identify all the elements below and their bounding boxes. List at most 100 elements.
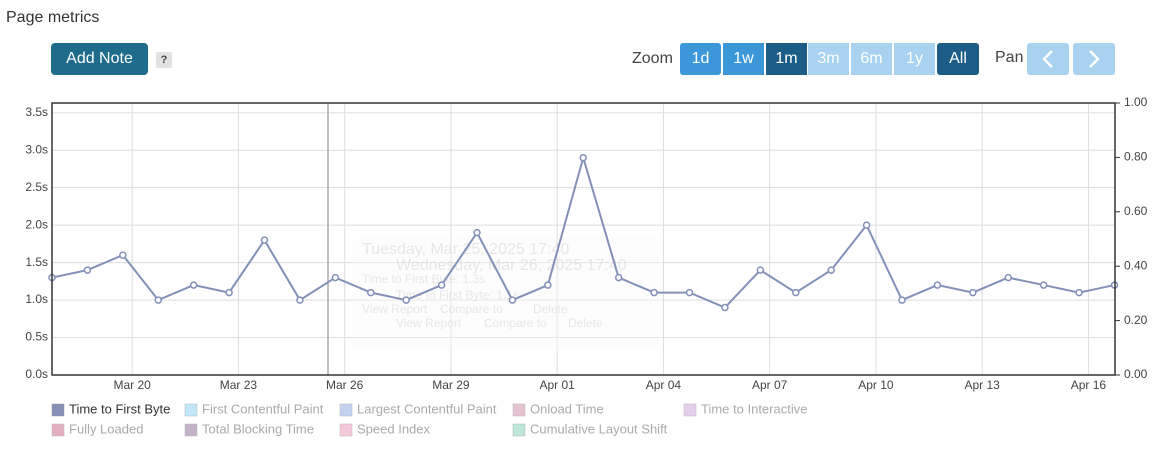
legend-label[interactable]: Fully Loaded xyxy=(69,421,143,436)
data-point xyxy=(473,228,481,237)
y-tick-label: 0.0s xyxy=(25,367,48,381)
legend-label[interactable]: Total Blocking Time xyxy=(202,421,314,436)
plot xyxy=(48,153,1119,312)
x-tick-label: Apr 10 xyxy=(858,378,894,392)
legend-swatch xyxy=(683,403,697,417)
y2-tick-label: 0.00 xyxy=(1124,367,1148,381)
tooltip-metric: Time to First Byte: 1.1s xyxy=(396,288,519,302)
data-point xyxy=(402,296,410,304)
x-tick-label: Apr 04 xyxy=(646,378,682,392)
x-tick-label: Mar 23 xyxy=(220,378,258,392)
data-point xyxy=(650,288,658,297)
x-tick-label: Mar 20 xyxy=(114,378,152,392)
legend-label[interactable]: Largest Contentful Paint xyxy=(357,401,497,416)
legend-label[interactable]: Speed Index xyxy=(357,421,431,436)
y2-tick-label: 0.60 xyxy=(1124,204,1148,218)
zoom-button[interactable] xyxy=(723,43,764,75)
x-tick-label: Mar 29 xyxy=(432,378,470,392)
tooltip-link: Compare to xyxy=(440,302,503,316)
data-point xyxy=(189,281,198,289)
zoom-button-label: All xyxy=(949,50,967,67)
pan-left-icon xyxy=(1042,50,1053,68)
tooltip-link: Delete xyxy=(568,316,603,330)
data-point xyxy=(614,273,623,282)
legend-label[interactable]: Cumulative Layout Shift xyxy=(530,421,668,436)
y-tick-label: 0.5s xyxy=(25,330,48,344)
data-point xyxy=(83,266,92,274)
zoom-button-label: 6m xyxy=(860,50,882,67)
help-badge[interactable] xyxy=(156,52,172,68)
y-tick-label: 3.5s xyxy=(25,105,48,119)
zoom-buttons: 1d 1w 1m 3m 6m 1y All xyxy=(680,43,979,75)
data-point xyxy=(685,288,694,297)
data-point xyxy=(1039,281,1048,289)
zoom-button-label: 1d xyxy=(692,50,710,67)
legend-swatch xyxy=(512,403,526,417)
tooltip-link: Delete xyxy=(533,302,568,316)
pan-right-icon xyxy=(1089,50,1100,68)
zoom-button xyxy=(808,43,849,75)
add-note-label: Add Note xyxy=(66,50,133,67)
legend-label[interactable]: Time to First Byte xyxy=(69,401,170,416)
tooltip-ghosts: Tuesday, Mar 25, 2025 17:40 Time to Firs… xyxy=(352,238,662,350)
page-title: Page metrics xyxy=(6,9,99,26)
legend-swatch xyxy=(512,423,526,437)
data-point xyxy=(154,296,163,304)
data-point xyxy=(367,288,375,297)
x-tick-label: Apr 13 xyxy=(965,378,1001,392)
x-tick-label: Apr 07 xyxy=(752,378,788,392)
data-point xyxy=(827,266,835,274)
pan-left-button[interactable] xyxy=(1027,43,1069,75)
legend: Time to First Byte First Contentful Paint… xyxy=(51,401,807,437)
legend-swatch xyxy=(184,403,198,417)
data-point xyxy=(544,281,552,289)
zoom-button[interactable] xyxy=(766,43,807,75)
zoom-button-label: 3m xyxy=(817,50,839,67)
data-point xyxy=(756,266,765,274)
tooltip-link: View Report xyxy=(362,302,428,316)
zoom-button-label: 1w xyxy=(733,50,754,67)
pan-label: Pan xyxy=(995,49,1023,66)
data-point xyxy=(933,281,942,289)
tooltip-link: Compare to xyxy=(484,316,547,330)
tooltip-link: View Report xyxy=(396,316,462,330)
x-tick-label: Mar 26 xyxy=(326,378,364,392)
zoom-label: Zoom xyxy=(632,50,673,67)
data-point xyxy=(1075,288,1083,297)
zoom-button xyxy=(894,43,935,75)
legend-swatch xyxy=(51,423,65,437)
data-point xyxy=(969,288,977,297)
zoom-button[interactable] xyxy=(937,43,979,75)
legend-swatch xyxy=(184,423,198,437)
data-point xyxy=(296,296,304,304)
add-note-button[interactable] xyxy=(51,43,148,75)
data-point xyxy=(225,288,233,297)
tooltip-box xyxy=(352,238,662,350)
y2-tick-label: 0.40 xyxy=(1124,258,1148,272)
data-point xyxy=(898,296,906,304)
data-point xyxy=(721,303,729,312)
x-tick-label: Apr 01 xyxy=(540,378,576,392)
legend-label[interactable]: Time to Interactive xyxy=(701,401,807,416)
zoom-button[interactable] xyxy=(680,43,721,75)
y-tick-label: 3.0s xyxy=(25,142,48,156)
help-label: ? xyxy=(161,54,168,66)
legend-label[interactable]: First Contentful Paint xyxy=(202,401,324,416)
zoom-button xyxy=(851,43,892,75)
data-point xyxy=(792,288,800,297)
y-tick-label: 2.5s xyxy=(25,180,48,194)
pan-right-button[interactable] xyxy=(1073,43,1115,75)
data-point xyxy=(331,273,340,282)
legend-label[interactable]: Onload Time xyxy=(530,401,604,416)
zoom-button-label: 1y xyxy=(906,50,923,67)
y2-tick-label: 1.00 xyxy=(1124,95,1148,109)
y-tick-label: 2.0s xyxy=(25,217,48,231)
data-point xyxy=(508,296,517,304)
zoom-button-label: 1m xyxy=(775,50,797,67)
x-tick-label: Apr 16 xyxy=(1071,378,1107,392)
y2-tick-label: 0.80 xyxy=(1124,150,1148,164)
y-tick-label: 1.5s xyxy=(25,255,48,269)
data-point xyxy=(437,281,446,289)
y-tick-label: 1.0s xyxy=(25,292,48,306)
